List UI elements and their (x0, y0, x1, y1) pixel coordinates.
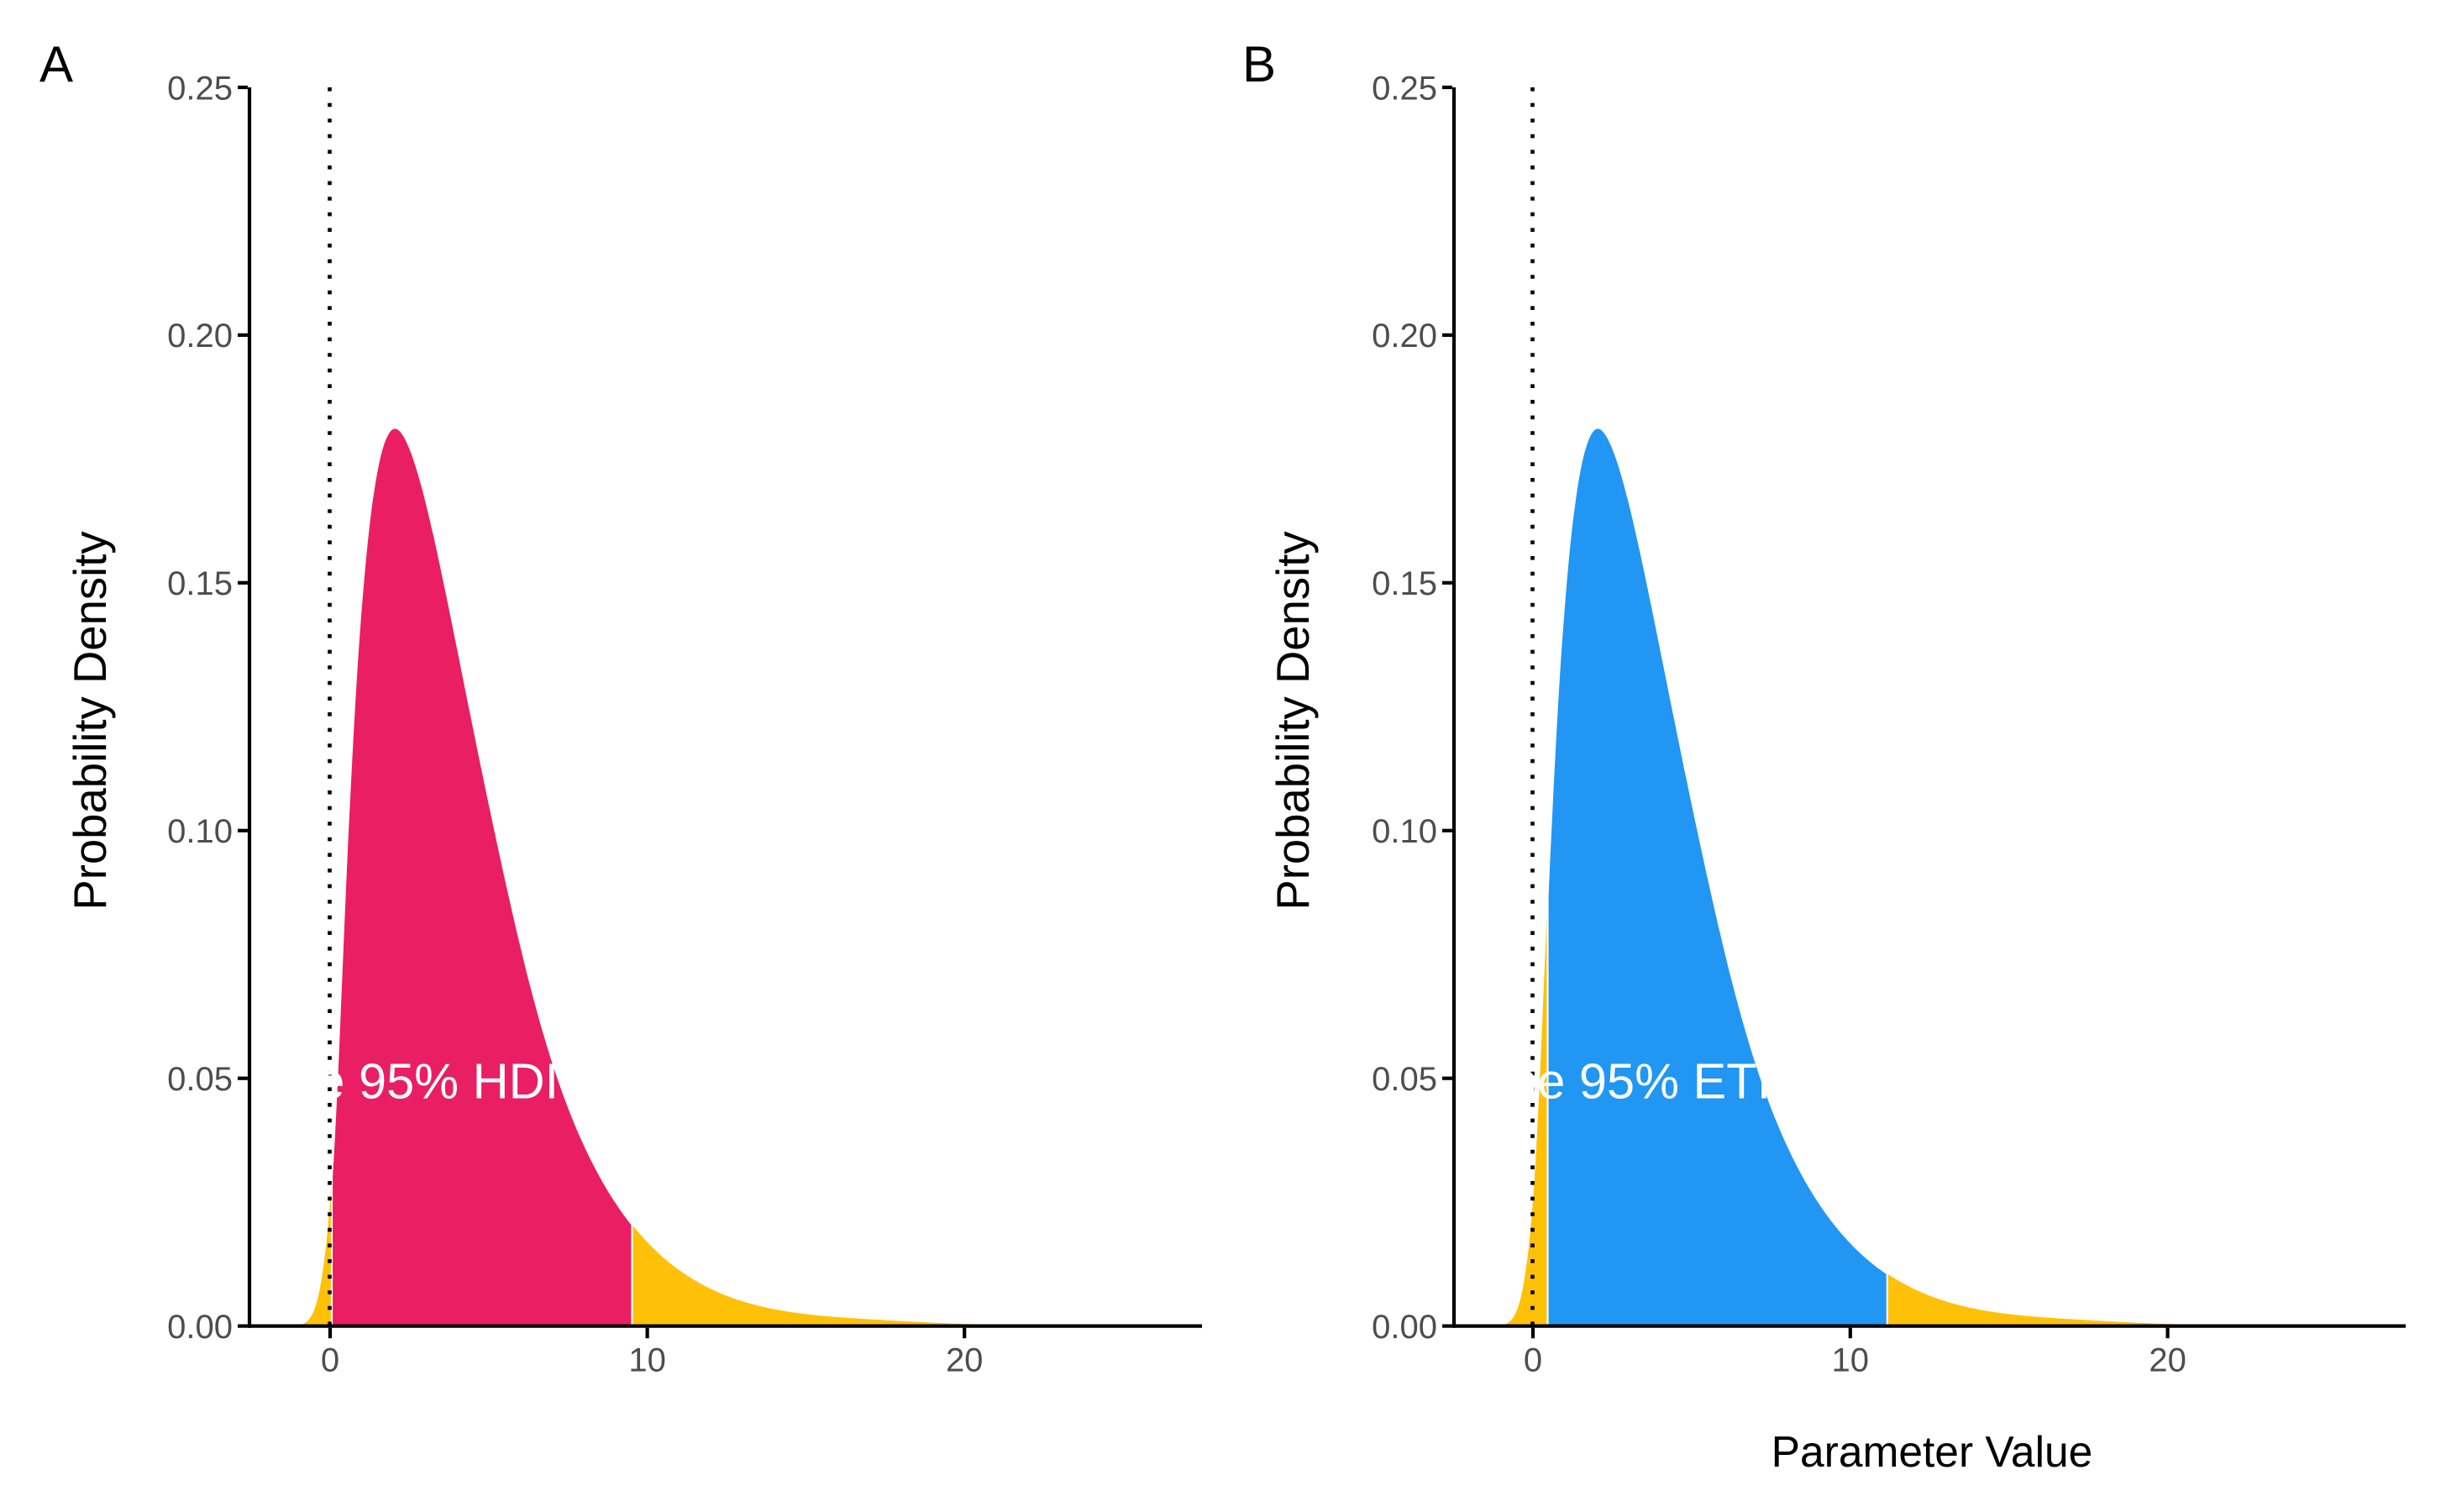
svg-text:B: B (1242, 36, 1276, 92)
svg-text:0.10: 0.10 (1372, 813, 1437, 850)
svg-text:The 95% HDI: The 95% HDI (259, 1053, 559, 1110)
svg-text:20: 20 (2149, 1342, 2186, 1379)
svg-text:0.20: 0.20 (1372, 318, 1437, 354)
svg-text:0.05: 0.05 (167, 1061, 233, 1098)
svg-text:0.15: 0.15 (1372, 565, 1437, 602)
svg-text:10: 10 (1832, 1342, 1870, 1379)
svg-text:0.15: 0.15 (167, 565, 233, 602)
svg-text:The 95% ETI: The 95% ETI (1479, 1053, 1771, 1110)
svg-text:20: 20 (946, 1342, 984, 1379)
svg-text:Probability Density: Probability Density (65, 531, 116, 911)
svg-text:0.00: 0.00 (167, 1309, 233, 1346)
svg-text:0.25: 0.25 (167, 70, 233, 107)
svg-text:0.25: 0.25 (1372, 70, 1437, 107)
svg-text:0.05: 0.05 (1372, 1061, 1437, 1098)
svg-text:0.20: 0.20 (167, 318, 233, 354)
svg-text:A: A (39, 36, 73, 92)
svg-text:Parameter Value: Parameter Value (1772, 1427, 2093, 1476)
svg-text:Probability Density: Probability Density (1268, 531, 1319, 911)
svg-text:0: 0 (1524, 1342, 1542, 1379)
svg-text:0.10: 0.10 (167, 813, 233, 850)
svg-text:0: 0 (321, 1342, 339, 1379)
svg-text:10: 10 (628, 1342, 666, 1379)
svg-text:0.00: 0.00 (1372, 1309, 1437, 1346)
